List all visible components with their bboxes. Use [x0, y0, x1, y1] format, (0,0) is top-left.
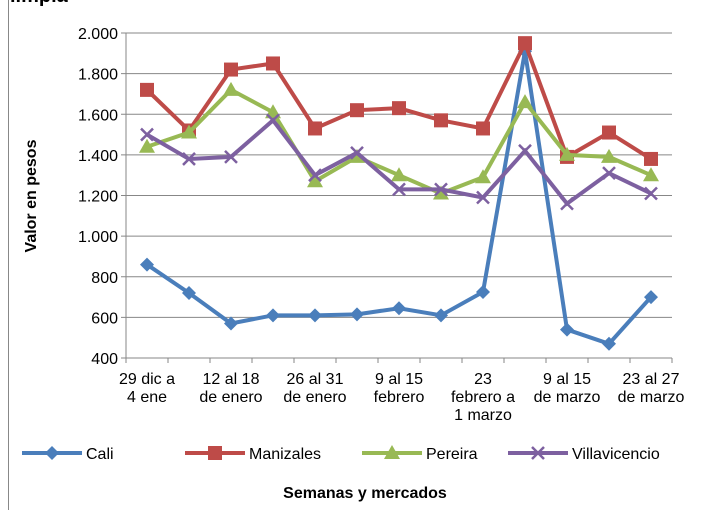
legend-label: Villavicencio — [572, 446, 660, 463]
x-tick-label: 26 al 31 de enero — [283, 371, 346, 406]
data-point — [308, 168, 322, 183]
data-point — [266, 113, 280, 128]
x-tick-label: 12 al 18 de enero — [199, 371, 262, 406]
y-tick-label: 1.800 — [78, 67, 118, 84]
data-point — [644, 186, 658, 201]
data-point — [350, 307, 364, 322]
data-point — [307, 173, 323, 188]
data-point — [475, 169, 491, 184]
data-point — [224, 316, 238, 331]
data-point — [643, 167, 659, 182]
y-tick-label: 1.200 — [78, 189, 118, 206]
data-point — [392, 301, 406, 316]
data-point — [434, 308, 448, 323]
data-point — [517, 94, 533, 109]
data-point — [224, 62, 238, 77]
data-point — [182, 152, 196, 166]
data-point — [602, 336, 616, 351]
data-point — [139, 138, 155, 153]
legend-label: Pereira — [426, 446, 478, 463]
y-tick-label: 1.400 — [78, 148, 118, 165]
data-point — [350, 145, 364, 160]
legend-label: Cali — [86, 446, 114, 463]
legend-marker — [45, 446, 59, 460]
y-tick-label: 400 — [91, 351, 118, 368]
data-point — [392, 182, 406, 197]
data-point — [518, 36, 532, 51]
data-point — [433, 185, 449, 200]
data-point — [182, 286, 196, 300]
data-point — [602, 125, 616, 140]
chart-frame — [8, 0, 703, 510]
x-axis-label: Semanas y mercados — [283, 485, 447, 502]
y-tick-label: 1.600 — [78, 107, 118, 124]
chart-title: limpia — [10, 0, 69, 7]
data-point — [518, 143, 532, 158]
data-point — [476, 284, 490, 299]
y-tick-label: 1.000 — [78, 229, 118, 246]
data-point — [308, 308, 322, 323]
data-point — [140, 257, 154, 272]
data-point — [350, 103, 364, 118]
legend-marker — [384, 445, 400, 459]
legend-label: Manizales — [249, 446, 321, 463]
data-point — [560, 322, 574, 337]
data-point — [140, 127, 154, 142]
data-point — [644, 290, 658, 305]
x-tick-label: 9 al 15 de marzo — [534, 371, 601, 406]
legend-marker — [531, 446, 545, 460]
data-point — [560, 196, 574, 211]
data-point — [266, 56, 280, 71]
x-tick-label: 23 al 27 de marzo — [618, 371, 685, 406]
data-point — [644, 151, 658, 166]
data-point — [559, 146, 575, 161]
data-point — [602, 166, 616, 181]
y-tick-label: 600 — [91, 310, 118, 327]
x-tick-label: 9 al 15 febrero — [374, 371, 425, 406]
data-point — [224, 150, 238, 164]
legend-marker — [208, 446, 222, 460]
data-point — [434, 113, 448, 128]
data-point — [308, 121, 322, 136]
data-point — [476, 121, 490, 136]
data-point — [476, 190, 490, 205]
data-point — [349, 148, 365, 163]
data-point — [601, 148, 617, 163]
data-point — [434, 182, 448, 197]
y-tick-label: 2.000 — [78, 26, 118, 43]
data-point — [223, 81, 239, 96]
y-axis-label: Valor en pesos — [23, 139, 40, 252]
data-point — [266, 308, 280, 323]
data-point — [140, 82, 154, 97]
data-point — [392, 101, 406, 116]
y-tick-label: 800 — [91, 270, 118, 287]
data-point — [181, 124, 197, 139]
data-point — [391, 167, 407, 182]
